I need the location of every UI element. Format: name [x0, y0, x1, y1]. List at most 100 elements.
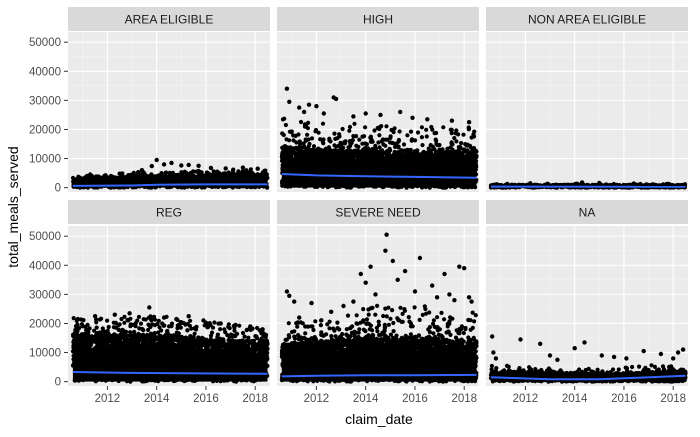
- data-point: [168, 173, 172, 177]
- data-point: [454, 139, 458, 143]
- outlier-point: [302, 110, 306, 114]
- outlier-point: [88, 172, 92, 176]
- outlier-point: [450, 119, 454, 123]
- outlier-point: [118, 172, 122, 176]
- data-point: [424, 128, 428, 132]
- data-point: [342, 140, 346, 144]
- data-point: [362, 148, 366, 152]
- data-point: [318, 156, 322, 160]
- data-point: [305, 133, 309, 137]
- data-point: [318, 137, 322, 141]
- data-point: [354, 144, 358, 148]
- data-point: [294, 140, 298, 144]
- data-point: [420, 135, 424, 139]
- data-point: [434, 138, 438, 142]
- data-point: [416, 130, 420, 134]
- data-point: [304, 139, 308, 143]
- data-point: [304, 123, 308, 127]
- data-point: [374, 147, 378, 151]
- facet-panel: HIGH: [277, 7, 479, 192]
- data-point: [383, 138, 387, 142]
- outlier-point: [179, 163, 183, 167]
- data-point: [231, 169, 235, 173]
- data-point: [418, 155, 422, 159]
- data-point: [364, 153, 368, 157]
- outlier-point: [398, 110, 402, 114]
- data-point: [227, 170, 231, 174]
- data-point: [384, 124, 388, 128]
- outlier-point: [155, 158, 159, 162]
- data-point: [341, 146, 345, 150]
- data-point: [394, 155, 398, 159]
- overplotted-points: [282, 158, 477, 187]
- data-point: [284, 137, 288, 141]
- data-point: [296, 132, 300, 136]
- outlier-point: [150, 164, 154, 168]
- data-point: [299, 120, 303, 124]
- data-point: [461, 133, 465, 137]
- data-point: [426, 150, 430, 154]
- data-point: [342, 151, 346, 155]
- data-point: [303, 156, 307, 160]
- data-point: [281, 117, 285, 121]
- data-point: [197, 170, 201, 174]
- outlier-point: [196, 164, 200, 168]
- data-point: [393, 150, 397, 154]
- data-point: [285, 155, 289, 159]
- data-point: [467, 127, 471, 131]
- data-point: [128, 173, 132, 177]
- outlier-point: [287, 100, 291, 104]
- outlier-point: [256, 167, 260, 171]
- data-point: [436, 156, 440, 160]
- data-point: [429, 125, 433, 129]
- data-point: [298, 141, 302, 145]
- facet-panel: NON AREA ELIGIBLE: [486, 7, 688, 192]
- data-point: [451, 148, 455, 152]
- data-point: [282, 133, 286, 137]
- outlier-point: [378, 113, 382, 117]
- panel-background: [68, 32, 270, 192]
- outlier-point: [314, 104, 318, 108]
- data-point: [284, 123, 288, 127]
- data-point: [348, 125, 352, 129]
- data-point: [352, 122, 356, 126]
- data-point: [389, 134, 393, 138]
- data-point: [141, 174, 145, 178]
- data-point: [432, 147, 436, 151]
- data-point: [384, 156, 388, 160]
- outlier-point: [334, 97, 338, 101]
- data-point: [321, 153, 325, 157]
- data-point: [369, 149, 373, 153]
- outlier-point: [209, 166, 213, 170]
- data-point: [402, 142, 406, 146]
- data-point: [348, 149, 352, 153]
- data-point: [462, 147, 466, 151]
- data-point: [465, 144, 469, 148]
- outlier-point: [307, 103, 311, 107]
- data-point: [371, 140, 375, 144]
- data-point: [422, 150, 426, 154]
- data-point: [295, 152, 299, 156]
- data-point: [180, 171, 184, 175]
- facet-strip-label: NON AREA ELIGIBLE: [528, 13, 646, 27]
- data-point: [307, 142, 311, 146]
- outlier-point: [140, 168, 144, 172]
- data-point: [459, 141, 463, 145]
- data-point: [217, 171, 221, 175]
- panel-background: [486, 32, 688, 192]
- data-point: [288, 145, 292, 149]
- data-point: [360, 142, 364, 146]
- data-point: [420, 125, 424, 129]
- data-point: [321, 141, 325, 145]
- data-point: [445, 149, 449, 153]
- data-point: [132, 174, 136, 178]
- data-point: [236, 169, 240, 173]
- data-point: [157, 174, 161, 178]
- outlier-point: [322, 111, 326, 115]
- data-point: [399, 148, 403, 152]
- data-point: [94, 176, 98, 180]
- data-point: [458, 145, 462, 149]
